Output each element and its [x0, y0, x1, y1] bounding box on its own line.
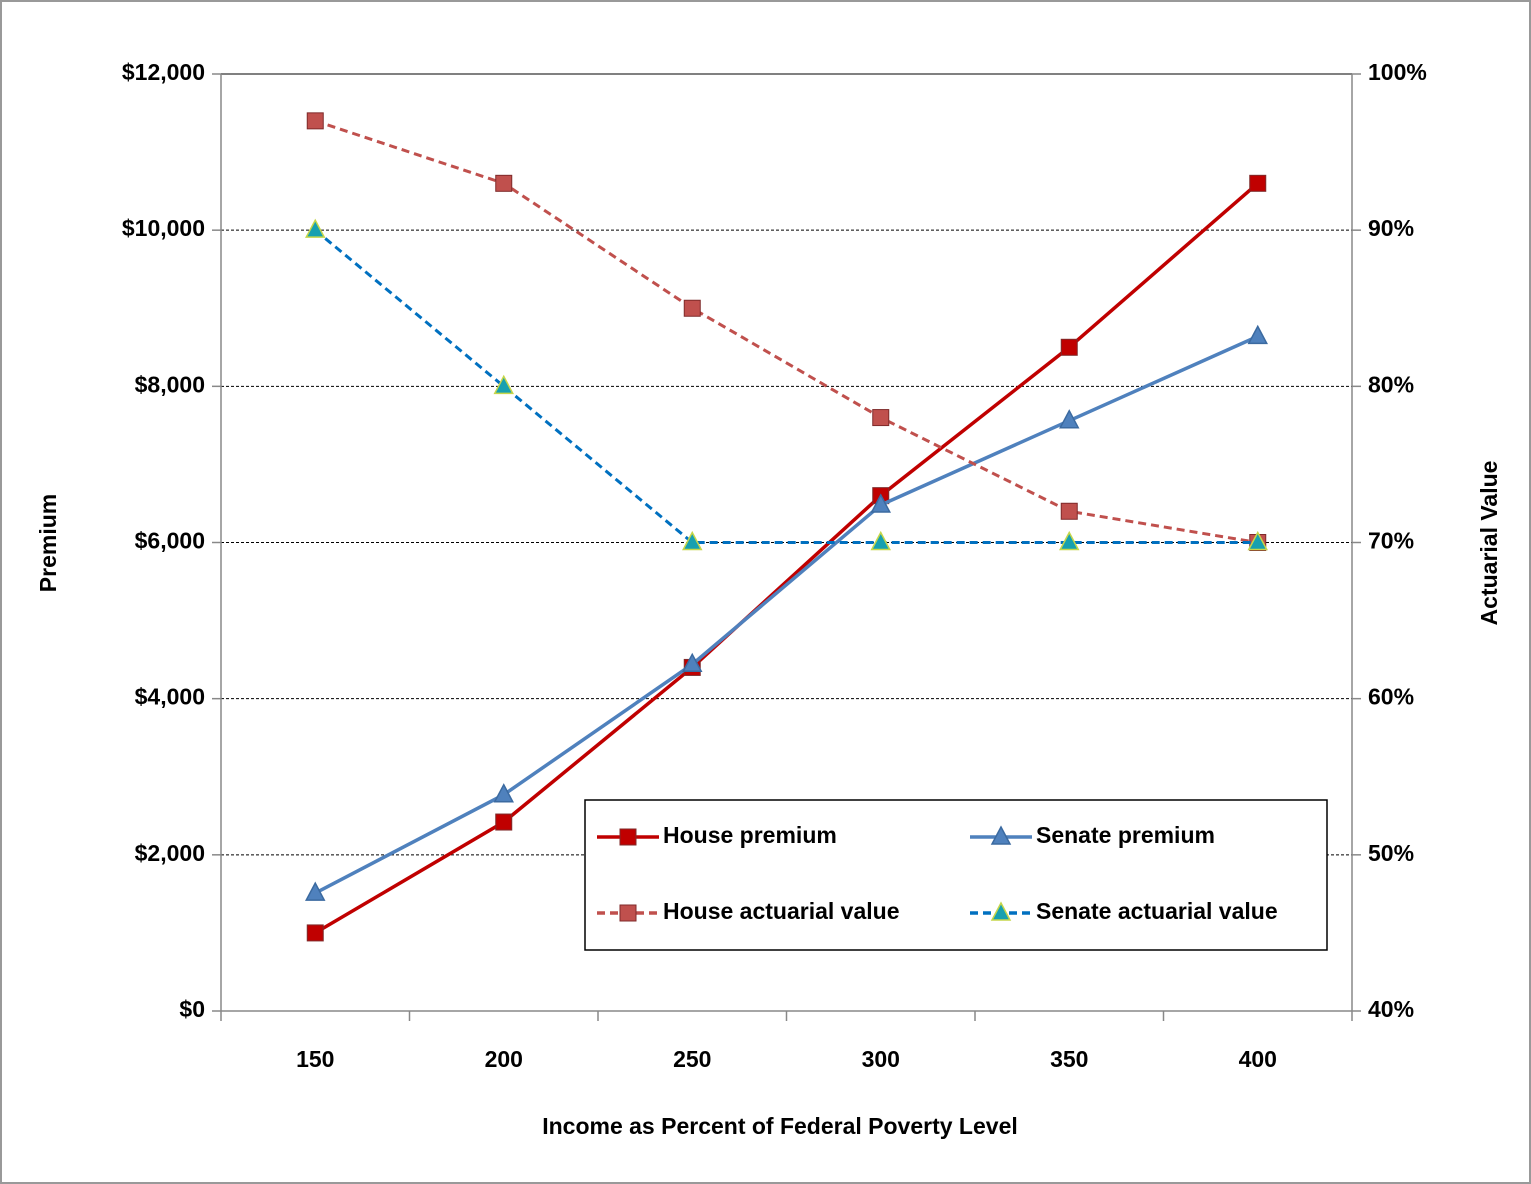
marker [1247, 324, 1268, 345]
legend-marker [619, 904, 637, 922]
y2-tick-label: 100% [1368, 59, 1427, 85]
legend-label: House premium [663, 822, 837, 848]
legend-label: Senate actuarial value [1036, 898, 1278, 924]
marker [682, 652, 703, 673]
series-line [314, 229, 1258, 544]
x-tick-label: 150 [296, 1046, 334, 1072]
y-tick-label: $0 [179, 996, 205, 1022]
y2-tick-label: 40% [1368, 996, 1414, 1022]
marker [493, 374, 514, 395]
marker [305, 881, 326, 901]
y2-tick-label: 70% [1368, 528, 1414, 554]
x-axis-title: Income as Percent of Federal Poverty Lev… [542, 1113, 1018, 1139]
legend-label: Senate premium [1036, 822, 1215, 848]
y2-axis-title: Actuarial Value [1476, 461, 1502, 626]
legend-marker [990, 901, 1012, 921]
y2-tick-label: 50% [1368, 840, 1414, 866]
y-axis-title: Premium [35, 494, 61, 592]
y2-tick-label: 60% [1368, 684, 1414, 710]
marker [1247, 530, 1268, 551]
marker [306, 112, 324, 130]
y-tick-label: $10,000 [122, 215, 205, 241]
marker [1059, 409, 1080, 429]
marker [495, 174, 513, 192]
series-line [314, 181, 1259, 935]
y-tick-label: $2,000 [135, 840, 205, 866]
marker [1059, 530, 1080, 551]
x-tick-label: 200 [485, 1046, 523, 1072]
marker [870, 530, 891, 551]
x-tick-label: 250 [673, 1046, 711, 1072]
marker [1060, 502, 1078, 520]
marker [493, 783, 514, 803]
marker [1249, 174, 1267, 192]
marker [306, 924, 324, 942]
y2-tick-label: 90% [1368, 215, 1414, 241]
y-tick-label: $4,000 [135, 684, 205, 710]
marker [1060, 338, 1078, 356]
marker [305, 218, 326, 238]
series-line [314, 334, 1259, 895]
series-line [314, 119, 1258, 544]
marker [683, 299, 701, 317]
marker [682, 530, 703, 551]
y-tick-label: $6,000 [135, 528, 205, 554]
y-tick-label: $12,000 [122, 59, 205, 85]
legend-marker [619, 828, 637, 846]
y-tick-label: $8,000 [135, 371, 205, 397]
y2-tick-label: 80% [1368, 371, 1414, 397]
x-tick-label: 300 [862, 1046, 900, 1072]
x-tick-label: 400 [1239, 1046, 1277, 1072]
legend-box [584, 799, 1328, 951]
marker [870, 493, 891, 513]
x-tick-label: 350 [1050, 1046, 1088, 1072]
marker [495, 813, 513, 831]
legend-marker [990, 825, 1012, 845]
marker [872, 409, 890, 427]
legend-label: House actuarial value [663, 898, 900, 924]
